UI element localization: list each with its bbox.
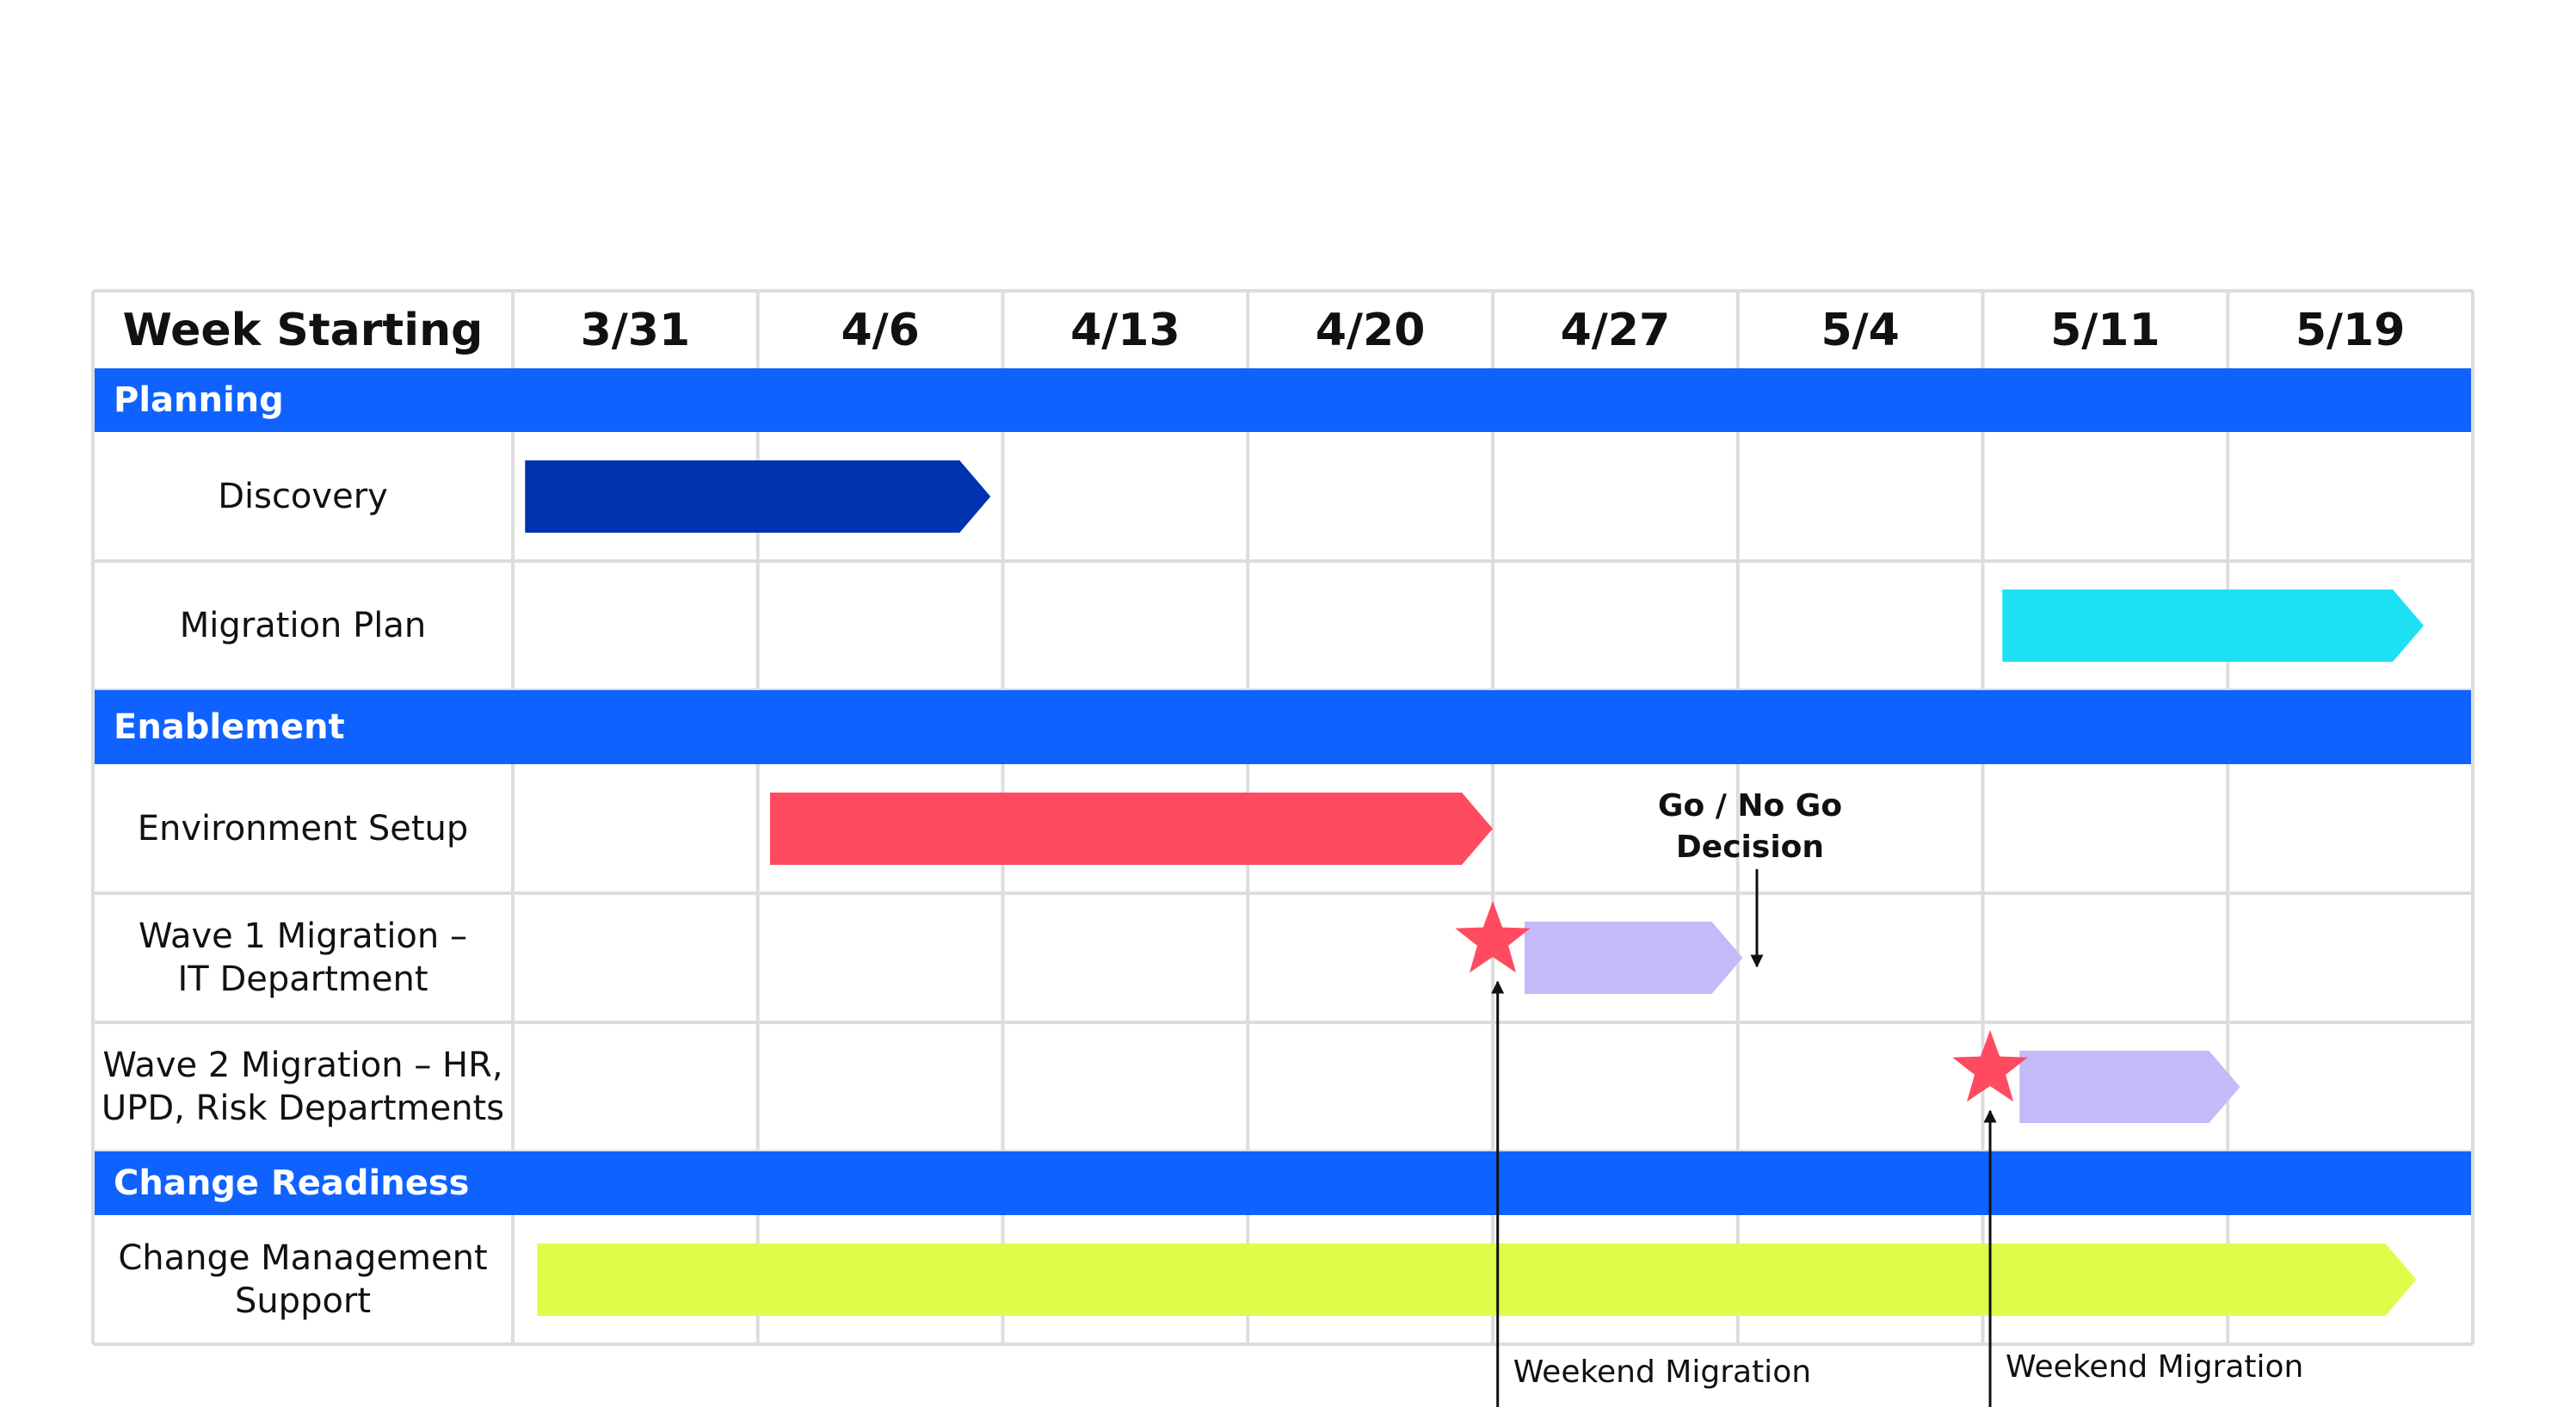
section-label: Planning — [114, 380, 284, 420]
section-label: Change Readiness — [114, 1163, 469, 1203]
week-header-4-27: 4/27 — [1561, 305, 1671, 356]
task-label: Wave 2 Migration – HR, — [102, 1046, 502, 1085]
task-label: Migration Plan — [180, 606, 426, 645]
milestone-star-icon — [1952, 1030, 2028, 1102]
task-bar-2 — [2002, 589, 2425, 662]
section-band-planning — [95, 368, 2471, 432]
task-label: Support — [235, 1281, 371, 1321]
task-bar-4 — [769, 793, 1493, 865]
week-header-4-6: 4/6 — [841, 305, 919, 356]
task-label: Wave 1 Migration – — [139, 916, 467, 956]
milestone-star-icon — [1455, 901, 1531, 973]
task-label: UPD, Risk Departments — [102, 1089, 504, 1128]
annotation-go-no-go: Go / No Go — [1658, 788, 1842, 824]
task-label: IT Department — [178, 960, 428, 999]
task-label: Discovery — [218, 477, 388, 516]
section-label: Enablement — [114, 707, 345, 747]
week-header-5-4: 5/4 — [1821, 305, 1899, 356]
week-header-4-20: 4/20 — [1316, 305, 1426, 356]
task-bar-1 — [525, 460, 991, 533]
annotation-go-no-go: Decision — [1676, 830, 1824, 865]
week-header-5-19: 5/19 — [2296, 305, 2406, 356]
task-bar-5 — [1525, 922, 1743, 994]
header-week-starting: Week Starting — [123, 305, 484, 356]
task-label: Environment Setup — [138, 809, 469, 849]
task-bar-6 — [2019, 1051, 2240, 1123]
annotation-weekend-migration: Weekend Migration — [2006, 1349, 2303, 1385]
section-band-change-readiness — [95, 1151, 2471, 1215]
week-header-5-11: 5/11 — [2050, 305, 2160, 356]
section-band-enablement — [95, 690, 2471, 764]
annotation-weekend-migration: Weekend Migration — [1513, 1355, 1811, 1390]
week-header-4-13: 4/13 — [1070, 305, 1180, 356]
task-bar-8 — [537, 1243, 2417, 1316]
week-header-3-31: 3/31 — [581, 305, 691, 356]
task-label: Change Management — [118, 1238, 487, 1278]
